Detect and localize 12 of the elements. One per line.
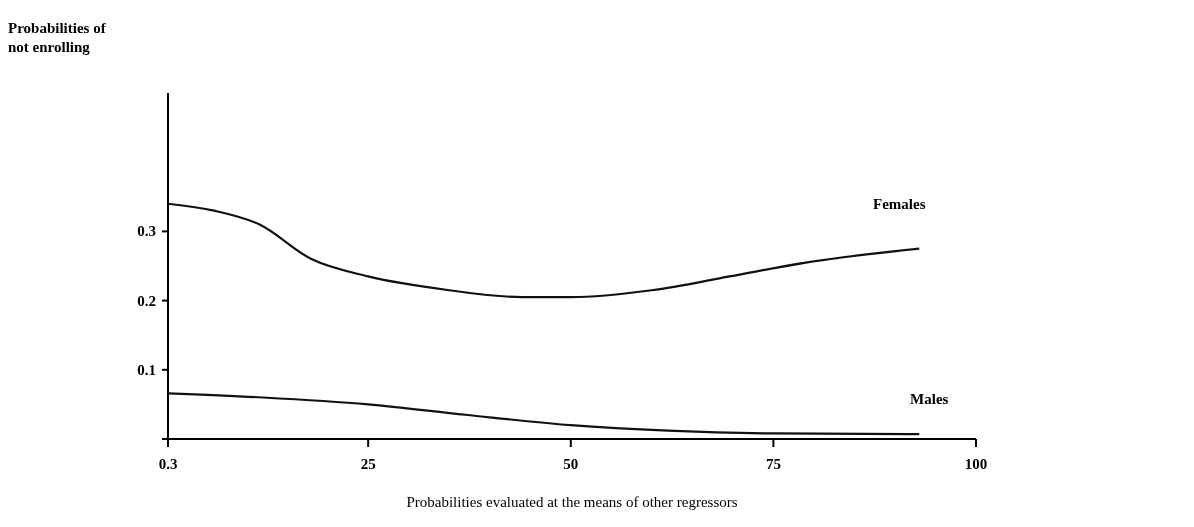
x-axis-title: Probabilities evaluated at the means of other regressors [406,494,738,510]
y-tick-label: 0.3 [137,223,156,240]
text: Females [873,195,926,212]
series-label: Males [910,391,949,408]
x-tick-label: 50 [563,456,579,472]
x-tick-label: 75 [765,456,781,472]
x-tick-label: 0.3 [158,456,178,472]
y-tick-label: 0.2 [137,292,156,309]
x-tick-label: 25 [360,456,376,472]
x-tick-label: 100 [964,456,988,472]
y-tick-label: 0.1 [137,361,156,378]
y-axis-title: Probabilities of not enrolling [8,20,107,55]
